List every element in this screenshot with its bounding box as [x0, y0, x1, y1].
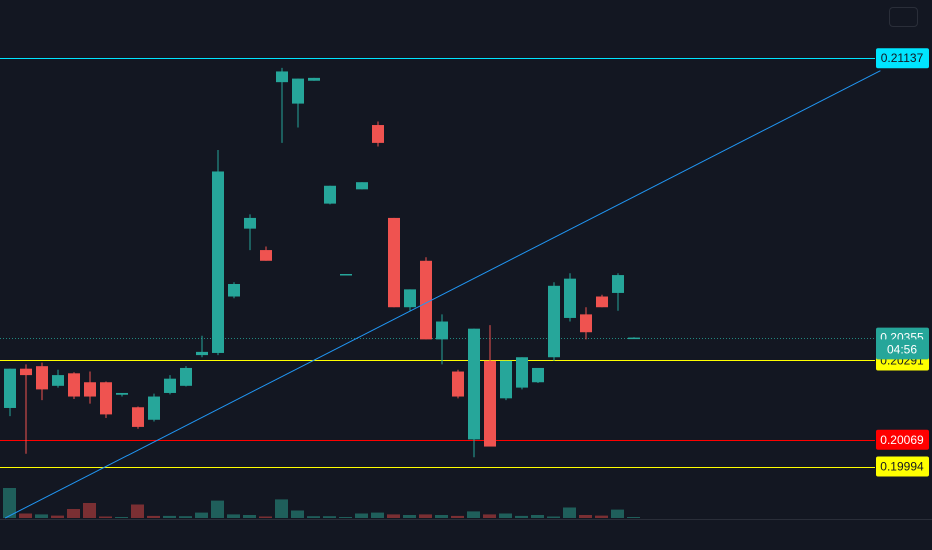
candle-body	[564, 278, 576, 318]
candle-body	[148, 396, 160, 420]
price-label-resistance-bg	[876, 48, 929, 69]
candle-body	[84, 382, 96, 397]
volume-bar	[627, 517, 640, 518]
volume-bar	[371, 512, 384, 518]
volume-bar	[147, 515, 160, 518]
candle-body	[580, 314, 592, 333]
candle-body	[452, 371, 464, 397]
trendline[interactable]	[4, 70, 881, 519]
volume-bar	[483, 514, 496, 518]
price-label-red-level-bg	[876, 429, 929, 450]
candle-body	[324, 185, 336, 204]
chart-options-button[interactable]	[889, 7, 918, 27]
candle-body	[244, 217, 256, 229]
volume-bar	[115, 517, 128, 518]
candle-body	[308, 77, 320, 81]
volume-bar	[67, 509, 80, 518]
candle-body	[532, 367, 544, 383]
volume-bar	[131, 504, 144, 518]
candle-body	[36, 366, 48, 390]
volume-bar	[515, 515, 528, 518]
volume-bar	[595, 515, 608, 518]
candle-body	[276, 71, 288, 83]
candle-body	[164, 378, 176, 393]
candle-body	[468, 328, 480, 440]
volume-bar	[163, 515, 176, 518]
candles	[4, 67, 640, 458]
volume-bar	[35, 514, 48, 518]
volume-bar	[291, 510, 304, 518]
price-label-lower-support-bg	[876, 456, 929, 477]
volume-bar	[51, 515, 64, 518]
candle-body	[612, 275, 624, 293]
candle-body	[596, 296, 608, 308]
volume-bar	[259, 516, 272, 518]
candle-body	[52, 375, 64, 386]
volume-bar	[323, 516, 336, 518]
candle-body	[420, 260, 432, 340]
volume-bar	[355, 513, 368, 518]
candle-body	[404, 289, 416, 308]
volume-bar	[451, 515, 464, 518]
candle-body	[500, 360, 512, 399]
price-label-red-level: 0.20069	[880, 433, 924, 447]
volume-bar	[179, 516, 192, 518]
countdown-label: 04:56	[887, 342, 917, 356]
volume-bar	[195, 512, 208, 518]
candle-body	[484, 360, 496, 447]
candle-body	[68, 373, 80, 397]
trendline-segment	[4, 70, 881, 519]
volume-bar	[403, 515, 416, 518]
volume-bar	[499, 513, 512, 518]
volume-bars	[3, 488, 640, 518]
countdown-label-bg	[876, 339, 929, 360]
candle-body	[180, 367, 192, 386]
candle-body	[628, 337, 640, 340]
candle-body	[228, 284, 240, 297]
candle-body	[292, 78, 304, 104]
volume-bar	[83, 503, 96, 518]
volume-bar	[275, 499, 288, 518]
time-axis-strip	[0, 519, 932, 550]
candle-body	[516, 357, 528, 388]
candle-body	[388, 217, 400, 308]
volume-bar	[579, 515, 592, 518]
candle-body	[356, 182, 368, 190]
candle-body	[436, 321, 448, 340]
candle-body	[196, 351, 208, 356]
volume-bar	[611, 509, 624, 518]
volume-bar	[419, 514, 432, 518]
candle-body	[372, 125, 384, 143]
candle-body	[548, 285, 560, 358]
volume-bar	[19, 513, 32, 518]
volume-bar	[243, 515, 256, 518]
volume-bar	[547, 516, 560, 518]
volume-bar	[211, 500, 224, 518]
volume-bar	[563, 507, 576, 518]
volume-bar	[99, 516, 112, 518]
volume-bar	[339, 517, 352, 518]
candle-body	[260, 250, 272, 261]
volume-bar	[387, 514, 400, 518]
volume-bar	[467, 511, 480, 518]
volume-bar	[227, 514, 240, 518]
volume-bar	[307, 516, 320, 518]
volume-bar	[435, 515, 448, 518]
candle-body	[340, 274, 352, 276]
price-label-lower-support: 0.19994	[880, 460, 924, 474]
candle-body	[20, 368, 32, 376]
volume-bar	[3, 488, 16, 518]
candle-body	[100, 382, 112, 415]
price-label-resistance: 0.21137	[881, 51, 924, 65]
candle-body	[212, 171, 224, 353]
candle-body	[4, 368, 16, 408]
price-levels	[0, 58, 875, 468]
candle-body	[116, 392, 128, 395]
volume-bar	[531, 515, 544, 518]
candle-body	[132, 407, 144, 427]
